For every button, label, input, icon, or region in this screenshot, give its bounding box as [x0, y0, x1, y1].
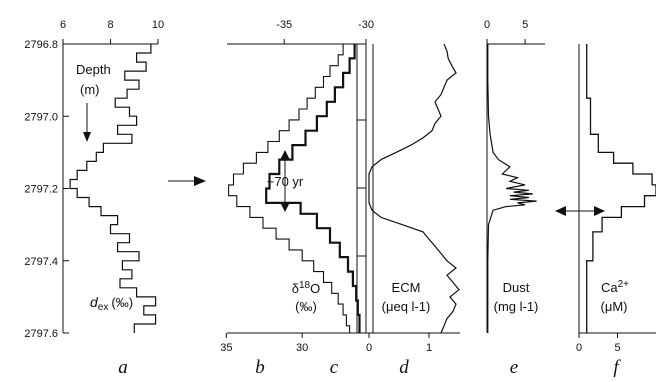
letter-e: e [510, 357, 518, 378]
bottom-tick-label-d: 0 [366, 342, 372, 354]
top-tick-label-bc: -30 [358, 19, 374, 31]
label-a: dex (‰) [90, 294, 133, 313]
series-line-dust [487, 44, 537, 333]
depth-tick-label: 2797.0 [24, 111, 58, 123]
bottom-tick-label-f: 5 [614, 342, 620, 354]
label-d: ECM [392, 280, 421, 295]
link-arrow-left [555, 206, 566, 216]
bottom-ticks-bc: 35 30 [220, 333, 308, 354]
series-line-c [265, 44, 361, 333]
bottom-tick-label-bc: 30 [296, 342, 308, 354]
depth-tick-label: 2797.2 [24, 184, 58, 196]
bottom-tick-label-f: 0 [576, 342, 582, 354]
series-f [586, 44, 656, 333]
pointer-arrow-head [194, 176, 206, 186]
letter-a: a [118, 357, 128, 378]
depth-axis: 2796.8 2797.0 2797.2 2797.4 2797.6 Depth (m) [24, 39, 110, 340]
unit-e: (mg l-1) [494, 299, 539, 314]
series-e [487, 44, 537, 333]
depth-arrow-head [83, 132, 91, 142]
bottom-tick-label-d: 1 [426, 342, 432, 354]
letter-f: f [613, 357, 621, 378]
top-tick-label-e: 5 [522, 19, 528, 31]
series-bc [228, 44, 361, 333]
unit-bc: (‰) [295, 299, 317, 314]
unit-f: (μM) [601, 299, 628, 314]
link-arrow-right [594, 206, 605, 216]
series-line-dex [69, 44, 157, 333]
top-ticks-bc: -35 -30 [276, 19, 374, 44]
annotation-arrow-up [280, 150, 290, 160]
depth-unit: (m) [80, 82, 100, 97]
letter-b: b [255, 357, 265, 378]
annotation-text: ~70 yr [267, 174, 304, 189]
series-line-ca [586, 44, 656, 333]
series-a [69, 44, 157, 333]
top-ticks-a: 6 8 10 [60, 19, 164, 45]
depth-label: Depth [76, 62, 111, 77]
top-tick-label-bc: -35 [276, 19, 292, 31]
panel-a: 6 8 10 dex (‰) a [60, 19, 164, 378]
label-e: Dust [503, 280, 530, 295]
top-tick-label-e: 0 [484, 19, 490, 31]
unit-d: (μeq l-1) [382, 299, 431, 314]
depth-ticks: 2796.8 2797.0 2797.2 2797.4 2797.6 [24, 39, 69, 340]
depth-tick-label: 2797.6 [24, 328, 58, 340]
label-f: Ca2+ [601, 279, 629, 295]
label-bc: δ18O [292, 280, 321, 296]
letter-d: d [399, 357, 409, 378]
letter-c: c [330, 357, 339, 378]
bottom-tick-label-bc: 35 [220, 342, 232, 354]
series-line-b [228, 44, 351, 333]
top-tick-label-a: 8 [107, 19, 113, 31]
annotation-arrow-down [280, 202, 290, 212]
top-tick-label-a: 6 [60, 19, 66, 31]
panel-bc: -35 -30 35 30 ~70 yr δ18O (‰) b c [168, 19, 374, 378]
depth-tick-label: 2797.4 [24, 256, 58, 268]
series-line-ecm [368, 43, 460, 334]
top-tick-label-a: 10 [152, 19, 164, 31]
series-d [368, 43, 460, 334]
depth-tick-label: 2796.8 [24, 39, 58, 51]
